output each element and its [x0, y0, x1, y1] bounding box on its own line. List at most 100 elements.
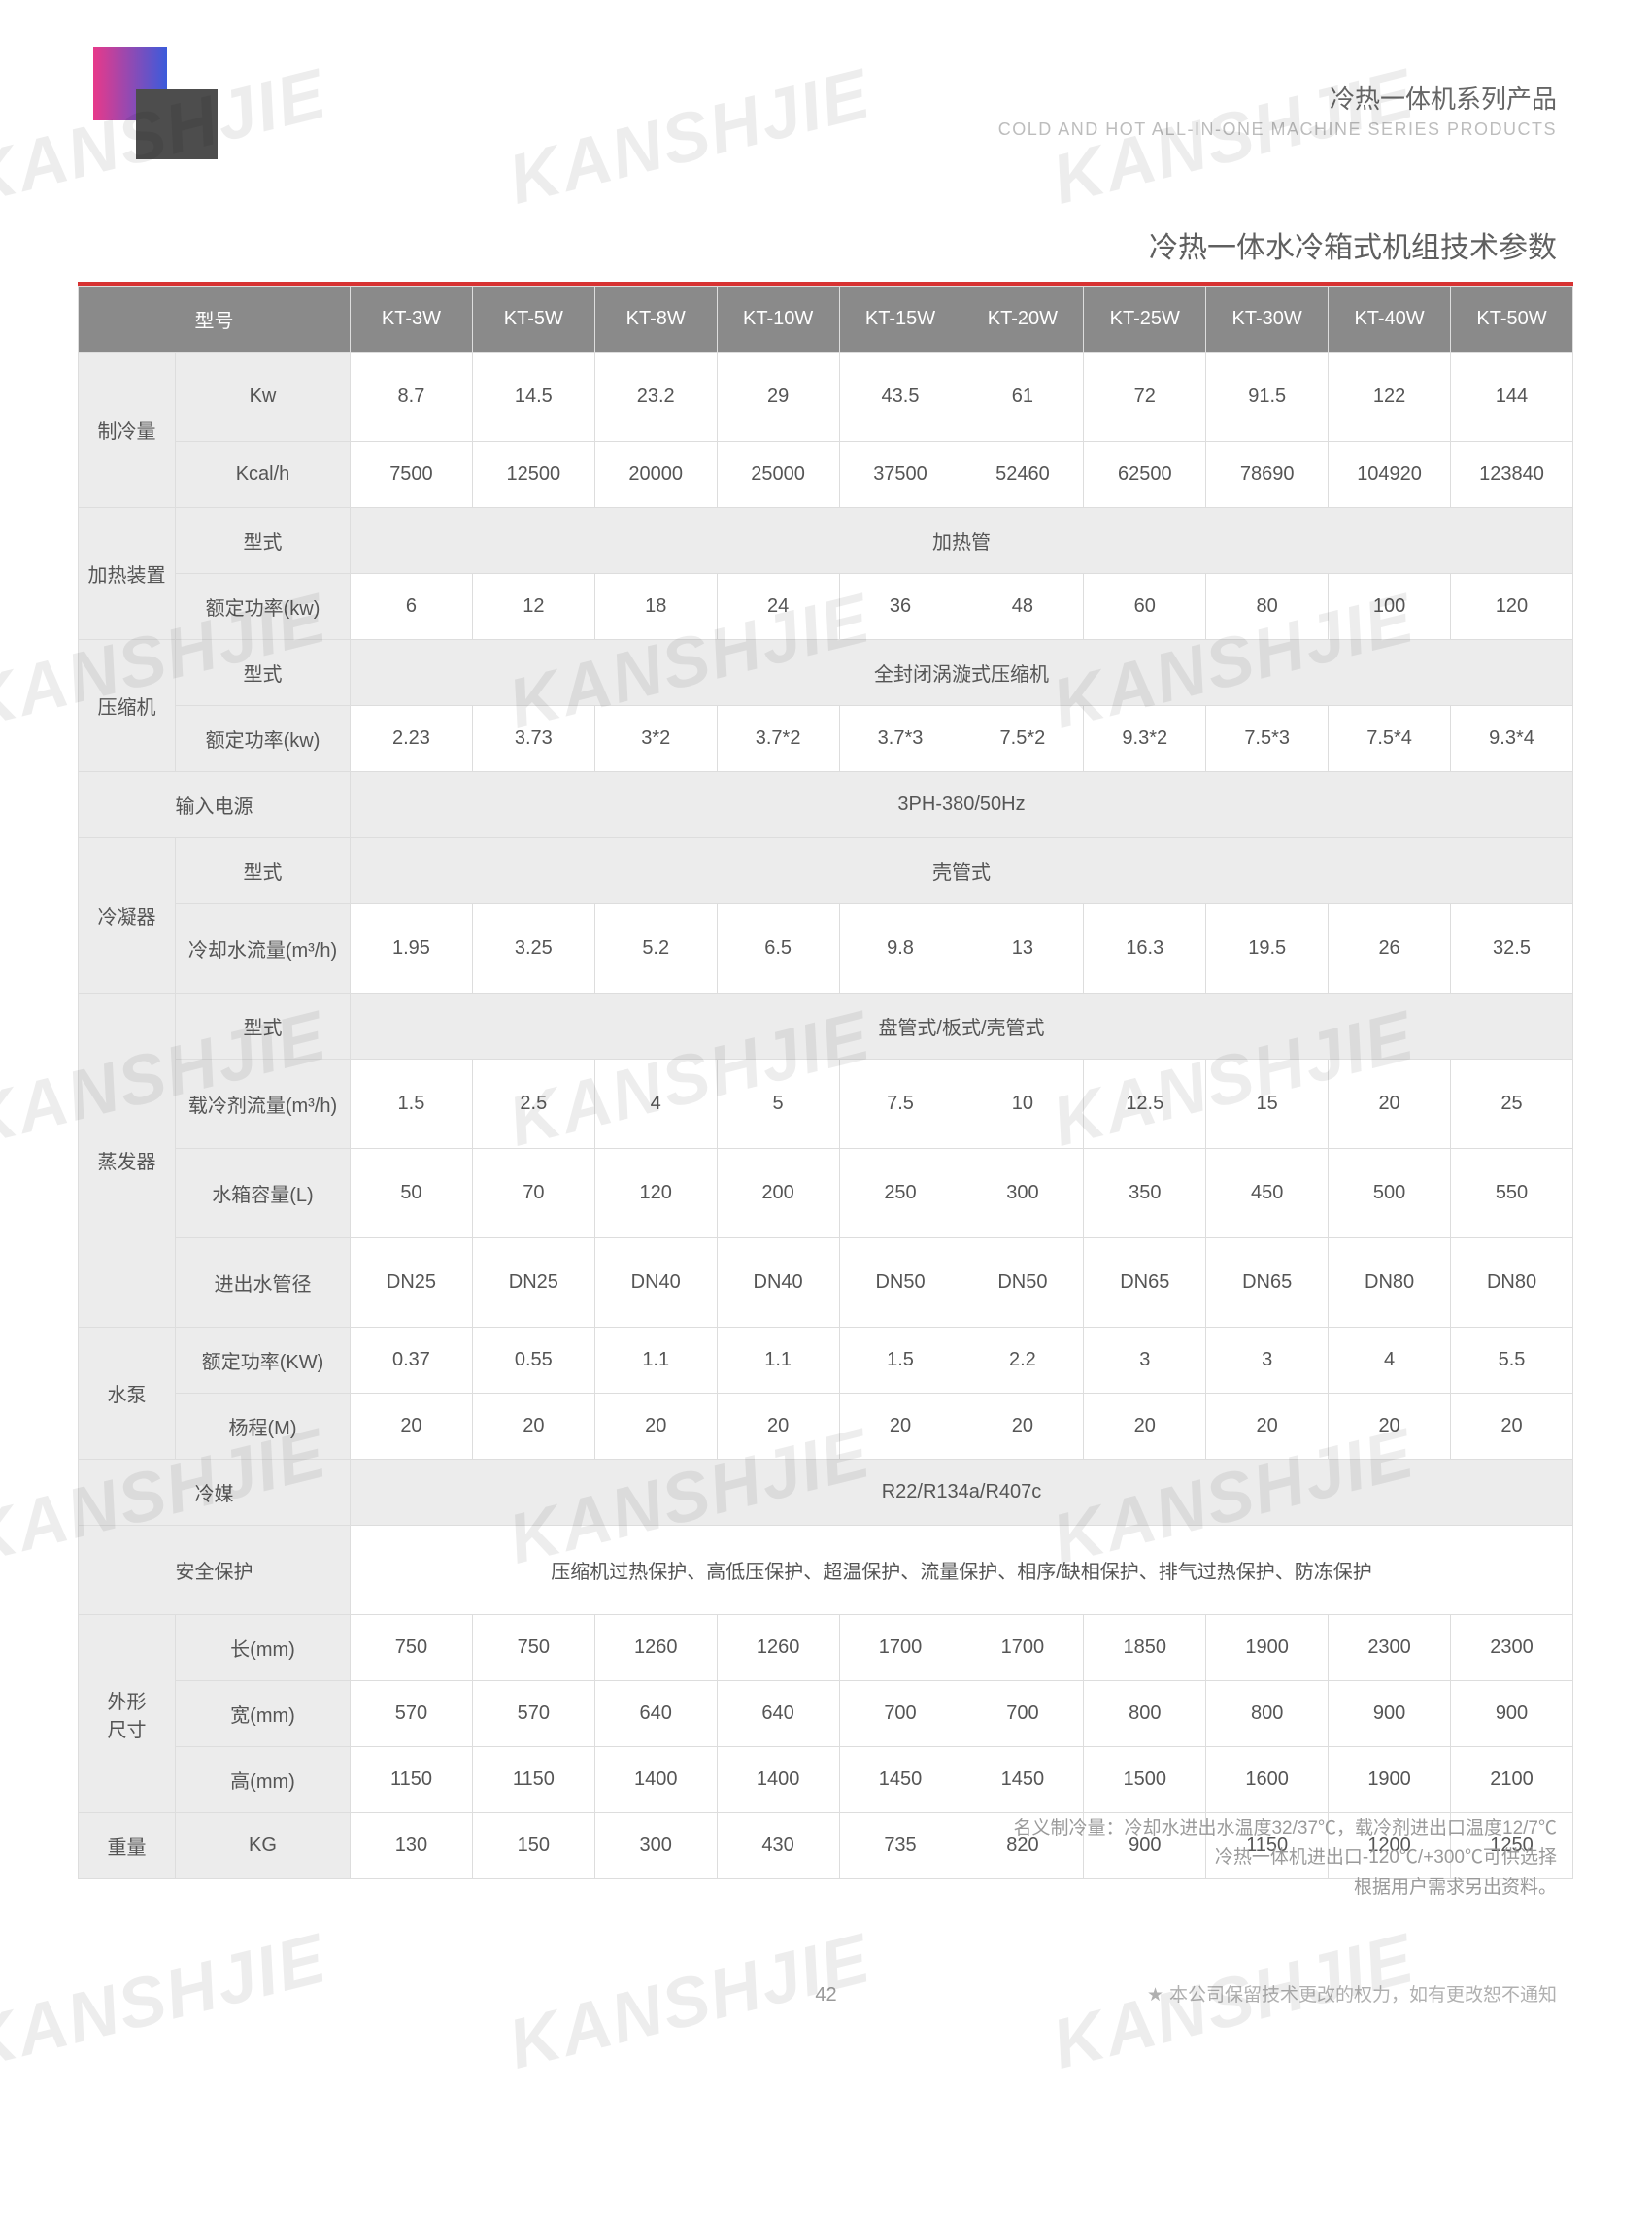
- dim-W-row: 宽(mm) 570570640640700700800800900900: [79, 1681, 1573, 1747]
- cell: 1700: [839, 1615, 961, 1681]
- cell: 10: [961, 1060, 1084, 1149]
- model-header-row: 型号 KT-3WKT-5WKT-8WKT-10WKT-15WKT-20WKT-2…: [79, 287, 1573, 353]
- cell: 570: [351, 1681, 473, 1747]
- cell: 29: [717, 353, 839, 442]
- heater-type-label: 型式: [176, 508, 351, 574]
- model-0: KT-3W: [351, 287, 473, 353]
- dims-label: 外形 尺寸: [79, 1615, 176, 1813]
- compressor-power-row: 额定功率(kw) 2.233.733*23.7*23.7*37.5*29.3*2…: [79, 706, 1573, 772]
- cell: 1260: [717, 1615, 839, 1681]
- cell: 2100: [1451, 1747, 1573, 1813]
- model-label: 型号: [79, 287, 351, 353]
- condenser-type-val: 壳管式: [351, 838, 1573, 904]
- cell: 1260: [594, 1615, 717, 1681]
- cell: 1900: [1206, 1615, 1329, 1681]
- section-title: 冷热一体水冷箱式机组技术参数: [1149, 223, 1557, 266]
- cell: 700: [961, 1681, 1084, 1747]
- cell: 1150: [351, 1747, 473, 1813]
- cell: 9.3*4: [1451, 706, 1573, 772]
- evap-type-val: 盘管式/板式/壳管式: [351, 994, 1573, 1060]
- cell: 9.8: [839, 904, 961, 994]
- cell: 15: [1206, 1060, 1329, 1149]
- evap-label: 蒸发器: [79, 994, 176, 1328]
- footnote: 名义制冷量：冷却水进出水温度32/37℃，载冷剂进出口温度12/7℃ 冷热一体机…: [1013, 1814, 1557, 1903]
- cell: 60: [1084, 574, 1206, 640]
- condenser-flow-row: 冷却水流量(m³/h) 1.953.255.26.59.81316.319.52…: [79, 904, 1573, 994]
- cell: 12: [472, 574, 594, 640]
- header-en: COLD AND HOT ALL-IN-ONE MACHINE SERIES P…: [998, 119, 1557, 140]
- cell: DN65: [1084, 1238, 1206, 1328]
- cell: 200: [717, 1149, 839, 1238]
- cell: DN80: [1451, 1238, 1573, 1328]
- condenser-type-label: 型式: [176, 838, 351, 904]
- cell: 1.1: [594, 1328, 717, 1394]
- cell: 1.5: [351, 1060, 473, 1149]
- cell: 640: [594, 1681, 717, 1747]
- cell: 20: [351, 1394, 473, 1460]
- cell: 6: [351, 574, 473, 640]
- cell: 3.7*2: [717, 706, 839, 772]
- weight-unit: KG: [176, 1813, 351, 1879]
- star-icon: ★: [1147, 1985, 1163, 2006]
- cell: 900: [1329, 1681, 1451, 1747]
- cell: 120: [1451, 574, 1573, 640]
- cell: 52460: [961, 442, 1084, 508]
- cell: 2.2: [961, 1328, 1084, 1394]
- cell: 450: [1206, 1149, 1329, 1238]
- compressor-type-val: 全封闭涡漩式压缩机: [351, 640, 1573, 706]
- logo: [93, 47, 167, 120]
- watermark: KANSHJIE: [501, 53, 879, 220]
- cell: 1.1: [717, 1328, 839, 1394]
- model-4: KT-15W: [839, 287, 961, 353]
- cell: DN50: [961, 1238, 1084, 1328]
- cell: 750: [472, 1615, 594, 1681]
- cell: 20: [961, 1394, 1084, 1460]
- footer-text: ★本公司保留技术更改的权力，如有更改恕不通知: [1147, 1980, 1557, 2006]
- cell: 3.25: [472, 904, 594, 994]
- watermark: KANSHJIE: [0, 1918, 334, 2085]
- footnote-l1: 名义制冷量：冷却水进出水温度32/37℃，载冷剂进出口温度12/7℃: [1013, 1814, 1557, 1843]
- cell: 122: [1329, 353, 1451, 442]
- model-2: KT-8W: [594, 287, 717, 353]
- cell: 4: [594, 1060, 717, 1149]
- cell: 700: [839, 1681, 961, 1747]
- evap-tank-row: 水箱容量(L) 5070120200250300350450500550: [79, 1149, 1573, 1238]
- cell: 20000: [594, 442, 717, 508]
- cooling-kw-label: Kw: [176, 353, 351, 442]
- cell: DN40: [717, 1238, 839, 1328]
- cell: 6.5: [717, 904, 839, 994]
- cell: 3.73: [472, 706, 594, 772]
- cell: DN65: [1206, 1238, 1329, 1328]
- cell: 12500: [472, 442, 594, 508]
- model-8: KT-40W: [1329, 287, 1451, 353]
- cell: DN25: [351, 1238, 473, 1328]
- cell: 48: [961, 574, 1084, 640]
- cell: 800: [1206, 1681, 1329, 1747]
- power-in-row: 输入电源 3PH-380/50Hz: [79, 772, 1573, 838]
- cell: 20: [1451, 1394, 1573, 1460]
- cell: 1450: [961, 1747, 1084, 1813]
- cell: 104920: [1329, 442, 1451, 508]
- cell: 350: [1084, 1149, 1206, 1238]
- cell: 5: [717, 1060, 839, 1149]
- pump-power-label: 额定功率(KW): [176, 1328, 351, 1394]
- cell: 37500: [839, 442, 961, 508]
- pump-head-label: 杨程(M): [176, 1394, 351, 1460]
- heater-type-val: 加热管: [351, 508, 1573, 574]
- cell: 24: [717, 574, 839, 640]
- dim-H-label: 高(mm): [176, 1747, 351, 1813]
- cell: 735: [839, 1813, 961, 1879]
- cell: 23.2: [594, 353, 717, 442]
- cell: 3: [1206, 1328, 1329, 1394]
- safety-val: 压缩机过热保护、高低压保护、超温保护、流量保护、相序/缺相保护、排气过热保护、防…: [351, 1526, 1573, 1615]
- cell: 2300: [1329, 1615, 1451, 1681]
- cell: 1.5: [839, 1328, 961, 1394]
- refrigerant-val: R22/R134a/R407c: [351, 1460, 1573, 1526]
- cell: 640: [717, 1681, 839, 1747]
- refrigerant-row: 冷媒 R22/R134a/R407c: [79, 1460, 1573, 1526]
- cell: 7.5: [839, 1060, 961, 1149]
- cell: DN40: [594, 1238, 717, 1328]
- cell: 430: [717, 1813, 839, 1879]
- cell: 18: [594, 574, 717, 640]
- cell: 0.55: [472, 1328, 594, 1394]
